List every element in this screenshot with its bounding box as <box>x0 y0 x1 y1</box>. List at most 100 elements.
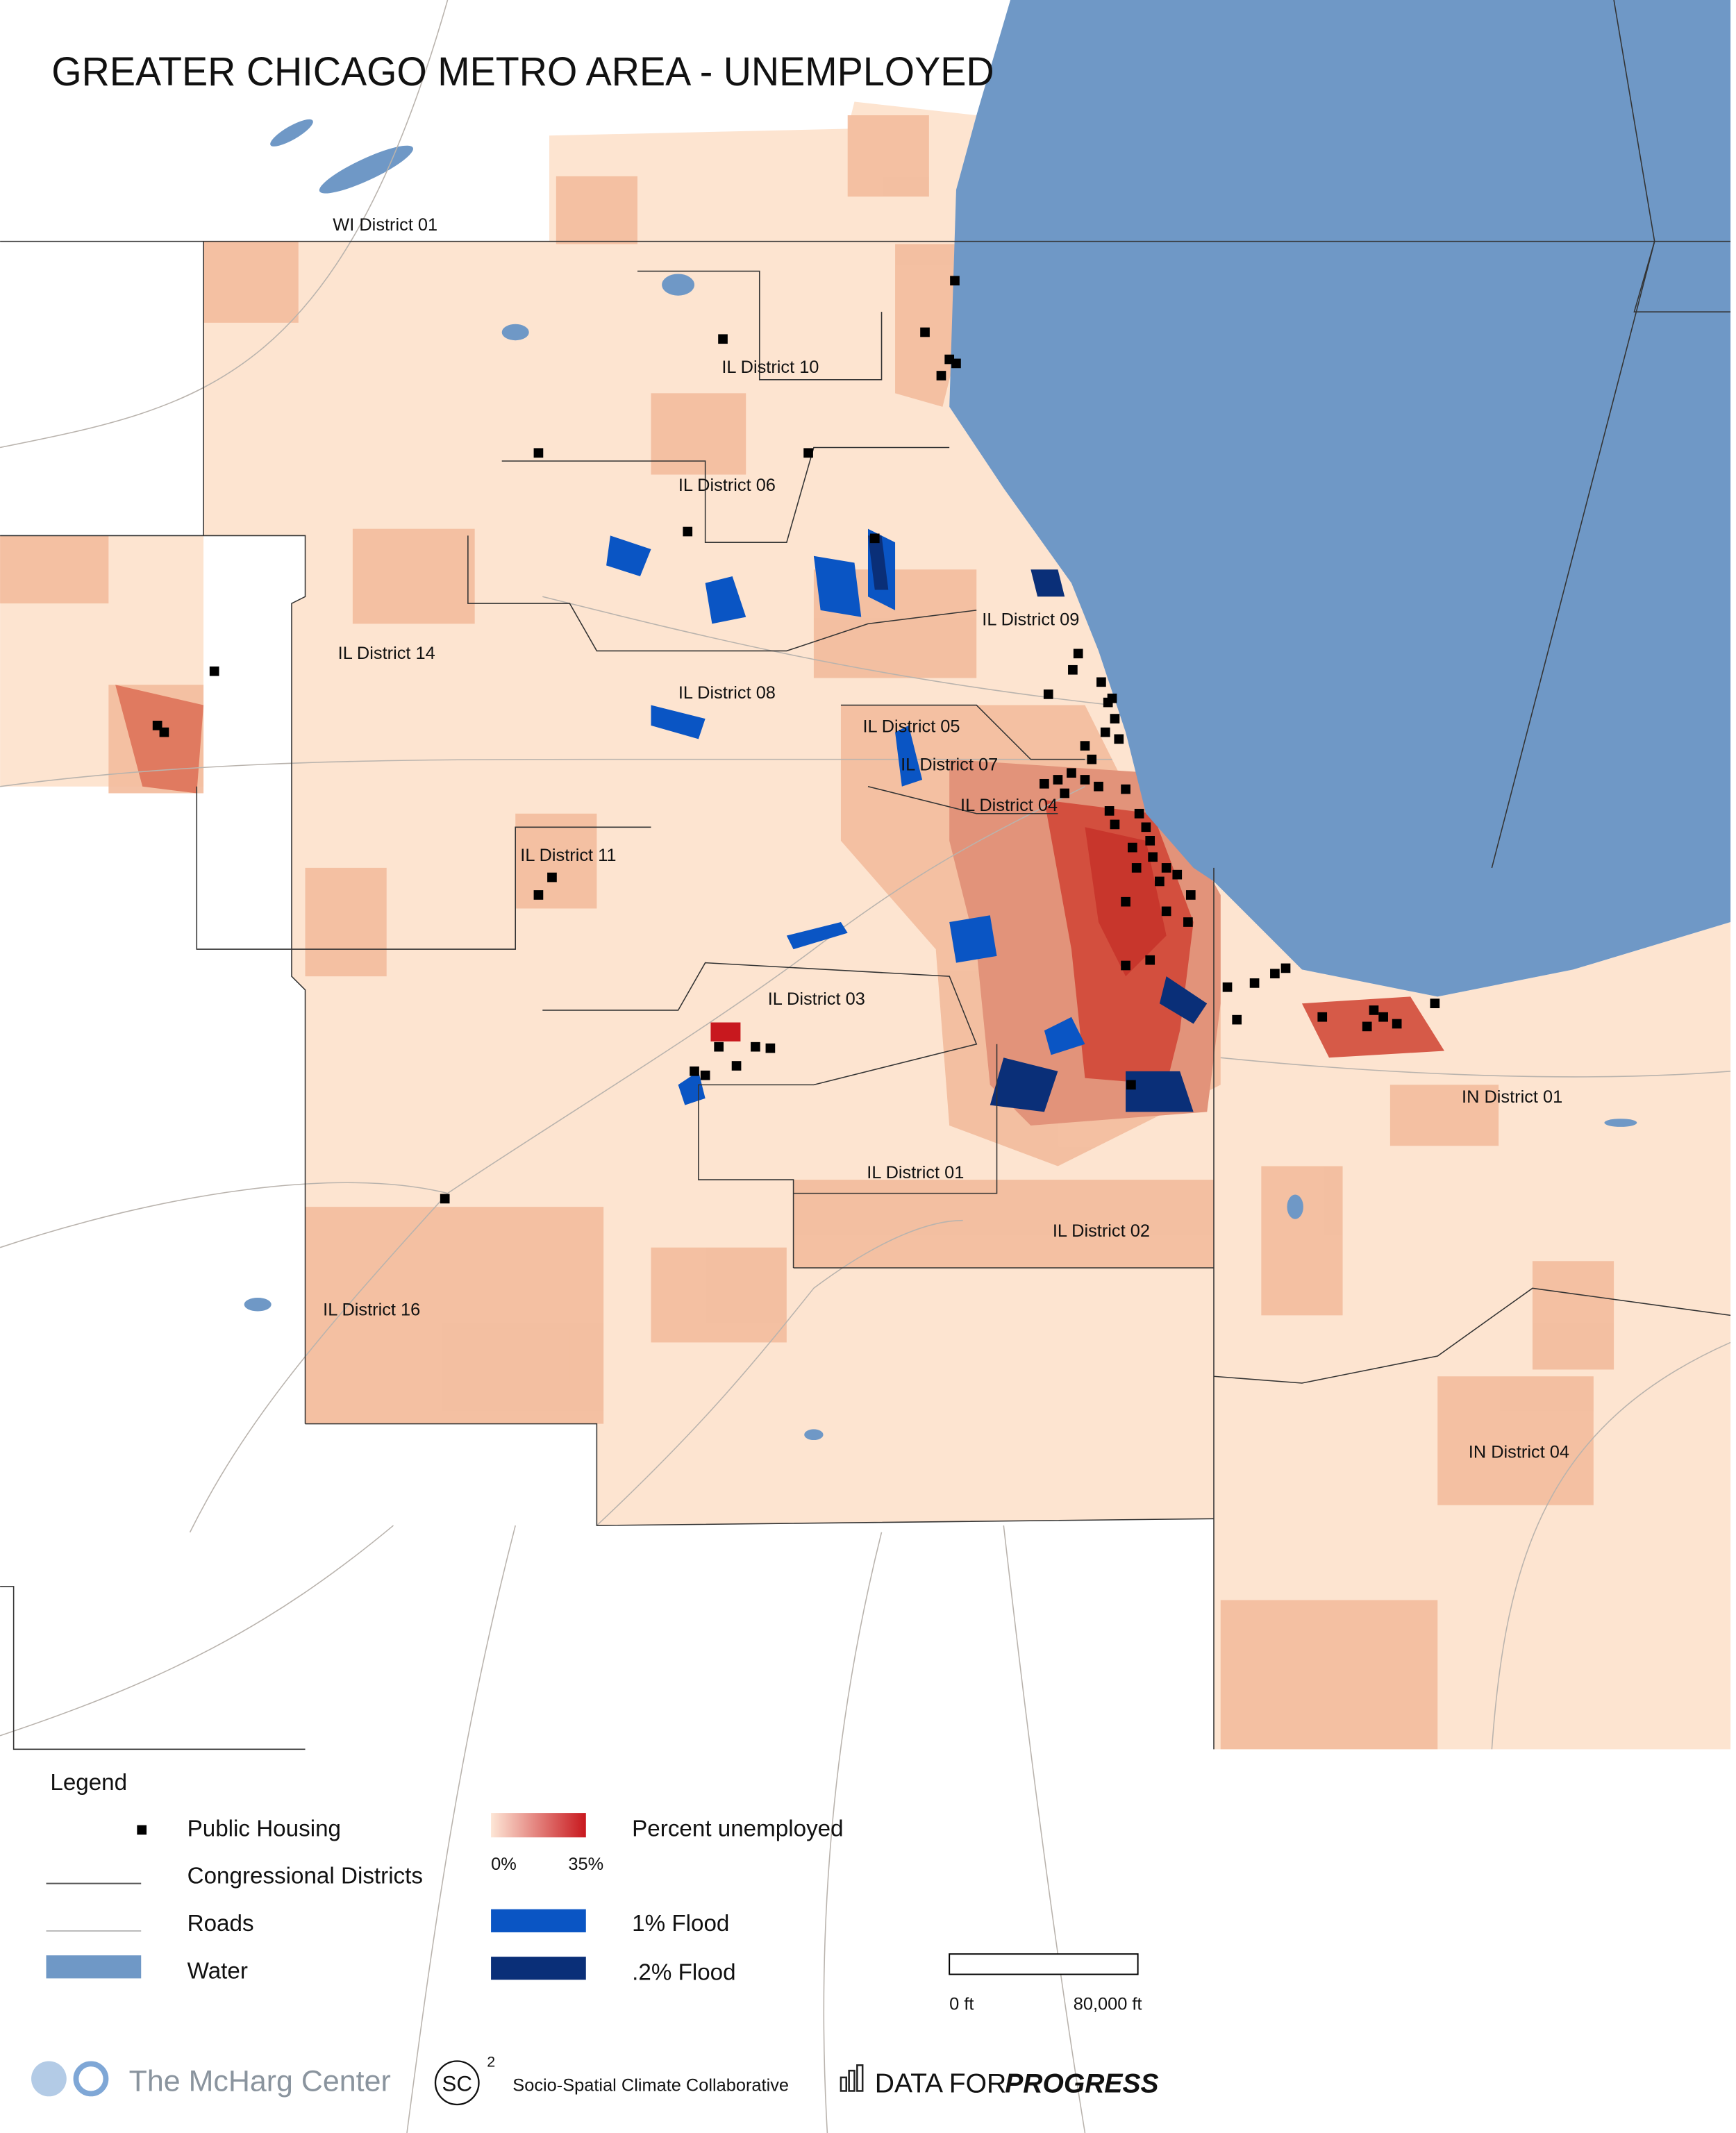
public-housing <box>547 872 557 883</box>
district-label: IL District 04 <box>960 796 1058 815</box>
public-housing <box>803 448 813 458</box>
dfp-icon <box>840 2064 864 2092</box>
public-housing <box>920 327 930 337</box>
public-housing <box>1073 649 1083 659</box>
sc2-logo <box>434 2060 480 2106</box>
public-housing <box>1430 998 1440 1009</box>
scale-start: 0 ft <box>949 1994 974 2014</box>
gradient-min: 0% <box>491 1855 517 1874</box>
district-label: IN District 01 <box>1462 1087 1562 1107</box>
public-housing <box>1080 775 1090 785</box>
public-housing <box>1148 852 1158 862</box>
mcharg-name: The McHarg Center <box>129 2064 391 2098</box>
public-housing <box>533 448 544 458</box>
public-housing <box>1369 1005 1379 1015</box>
public-housing <box>1145 955 1155 965</box>
water-bodies <box>244 119 1637 1441</box>
public-housing <box>1096 677 1106 687</box>
public-housing <box>1249 978 1260 988</box>
public-housing <box>1280 963 1291 973</box>
public-housing <box>1392 1019 1402 1029</box>
district-label: IL District 03 <box>768 989 865 1009</box>
public-housing <box>1270 969 1280 979</box>
district-label: IL District 07 <box>901 755 998 774</box>
public-housing <box>1068 664 1078 675</box>
public-housing <box>936 371 946 380</box>
legend-label: Water <box>187 1958 248 1984</box>
district-label: IN District 04 <box>1469 1442 1569 1462</box>
legend-label: Roads <box>187 1911 254 1937</box>
legend-label: 1% Flood <box>632 1911 729 1937</box>
public-housing <box>1087 754 1097 764</box>
public-housing <box>690 1066 699 1076</box>
legend-label: .2% Flood <box>632 1959 735 1985</box>
public-housing <box>1185 890 1196 900</box>
public-housing <box>1362 1021 1372 1032</box>
public-housing <box>1094 781 1103 792</box>
public-housing <box>1145 835 1155 846</box>
public-housing <box>1183 917 1193 927</box>
public-housing <box>1317 1012 1328 1022</box>
public-housing <box>1104 806 1115 816</box>
gradient-max: 35% <box>568 1855 603 1874</box>
public-housing <box>533 890 544 900</box>
public-housing <box>950 276 960 286</box>
public-housing <box>159 727 169 737</box>
legend-water-symbol <box>46 1955 142 1979</box>
public-housing <box>1060 788 1070 798</box>
public-housing <box>1040 778 1049 789</box>
legend: Legend Public Housing Congressional Dist… <box>46 1770 1142 2014</box>
public-housing <box>683 526 693 537</box>
flood-zones <box>606 528 1208 1112</box>
district-label: IL District 01 <box>867 1163 964 1182</box>
sc2-name: Socio-Spatial Climate Collaborative <box>512 2075 789 2095</box>
scale-bar <box>949 1953 1139 1975</box>
public-housing <box>1172 869 1183 880</box>
district-label: IL District 05 <box>862 717 960 737</box>
legend-housing-symbol <box>137 1825 147 1835</box>
dfp-name-bold: PROGRESS <box>1005 2068 1158 2098</box>
district-label: IL District 02 <box>1053 1221 1150 1241</box>
public-housing <box>731 1061 742 1071</box>
public-housing <box>869 533 880 544</box>
public-housing <box>1053 775 1063 785</box>
district-label: IL District 09 <box>982 610 1079 629</box>
footer-logos: The McHarg Center SC 2 Socio-Spatial Cli… <box>31 2053 1159 2106</box>
public-housing <box>1127 842 1137 853</box>
scale-end: 80,000 ft <box>1074 1994 1142 2014</box>
public-housing <box>1222 982 1233 992</box>
legend-gradient <box>491 1813 586 1838</box>
district-labels: WI District 01 IL District 10 IL District … <box>323 215 1569 1462</box>
public-housing <box>1110 819 1120 830</box>
district-label: WI District 01 <box>333 215 437 235</box>
public-housing <box>1121 784 1130 794</box>
public-housing <box>1134 808 1144 819</box>
public-housing <box>751 1042 760 1052</box>
mcharg-logo <box>31 2061 67 2097</box>
public-housing <box>1155 876 1165 887</box>
public-housing <box>209 666 219 676</box>
public-housing <box>700 1070 710 1080</box>
public-housing <box>1100 727 1110 737</box>
district-label: IL District 08 <box>678 683 776 703</box>
public-housing <box>1110 714 1120 723</box>
public-housing <box>1067 768 1076 778</box>
public-housing <box>1161 906 1171 917</box>
public-housing <box>1107 693 1117 703</box>
public-housing <box>1121 896 1130 907</box>
legend-flood-symbol <box>491 1909 586 1932</box>
district-label: IL District 16 <box>323 1300 420 1319</box>
district-label: IL District 14 <box>338 644 435 663</box>
public-housing <box>1161 863 1171 873</box>
legend-label: Congressional Districts <box>187 1864 423 1889</box>
legend-label: Percent unemployed <box>632 1816 843 1841</box>
sc2-sup: 2 <box>487 2053 495 2070</box>
public-housing <box>714 1042 724 1052</box>
legend-title: Legend <box>50 1770 127 1796</box>
public-housing <box>765 1043 776 1053</box>
public-housing <box>951 358 961 369</box>
public-housing <box>1232 1014 1242 1025</box>
public-housing <box>1121 960 1130 971</box>
legend-flood-symbol <box>491 1957 586 1980</box>
